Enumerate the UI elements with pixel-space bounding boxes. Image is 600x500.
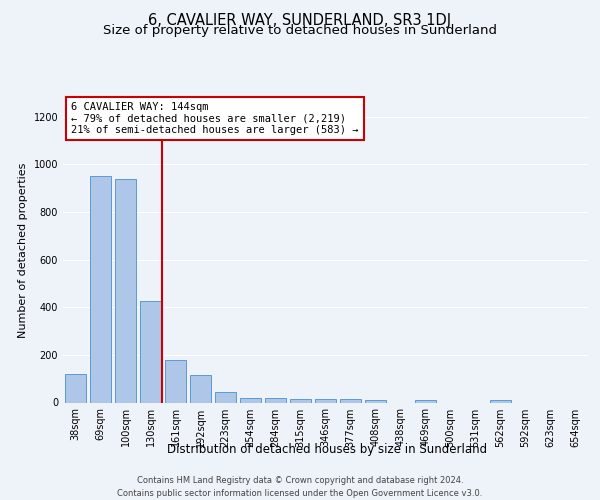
Text: 6, CAVALIER WAY, SUNDERLAND, SR3 1DJ: 6, CAVALIER WAY, SUNDERLAND, SR3 1DJ — [148, 12, 452, 28]
Bar — [290, 399, 311, 402]
Bar — [365, 400, 386, 402]
Bar — [90, 176, 111, 402]
Bar — [215, 392, 236, 402]
Bar — [240, 398, 261, 402]
Bar — [190, 375, 211, 402]
Bar — [490, 400, 511, 402]
Bar — [165, 360, 186, 403]
Bar — [415, 400, 436, 402]
Bar — [265, 398, 286, 402]
Bar — [140, 301, 161, 402]
Bar — [115, 178, 136, 402]
Bar — [65, 374, 86, 402]
Bar — [315, 399, 336, 402]
Text: Distribution of detached houses by size in Sunderland: Distribution of detached houses by size … — [167, 442, 487, 456]
Bar — [340, 399, 361, 402]
Text: Size of property relative to detached houses in Sunderland: Size of property relative to detached ho… — [103, 24, 497, 37]
Y-axis label: Number of detached properties: Number of detached properties — [18, 162, 28, 338]
Text: 6 CAVALIER WAY: 144sqm
← 79% of detached houses are smaller (2,219)
21% of semi-: 6 CAVALIER WAY: 144sqm ← 79% of detached… — [71, 102, 358, 136]
Text: Contains HM Land Registry data © Crown copyright and database right 2024.
Contai: Contains HM Land Registry data © Crown c… — [118, 476, 482, 498]
